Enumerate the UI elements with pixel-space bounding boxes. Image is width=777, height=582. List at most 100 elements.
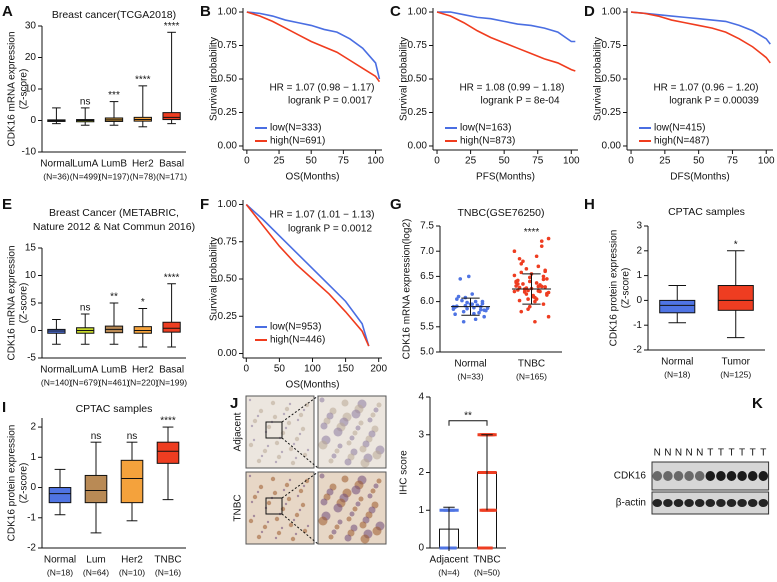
tissue-texture bbox=[262, 524, 268, 530]
blot-band bbox=[663, 499, 673, 507]
y-tick-label: 0.25 bbox=[218, 107, 238, 118]
significance: **** bbox=[164, 21, 180, 32]
tissue-texture bbox=[260, 454, 264, 458]
sample-size: (N=64) bbox=[83, 567, 109, 577]
tissue-texture bbox=[319, 397, 325, 403]
tissue-texture bbox=[250, 500, 254, 504]
legend-label: low(N=415) bbox=[654, 123, 705, 134]
legend-label: high(N=691) bbox=[270, 136, 325, 147]
survival-curve bbox=[437, 11, 576, 43]
data-point bbox=[466, 274, 471, 279]
legend-label: high(N=446) bbox=[270, 335, 325, 346]
tissue-texture bbox=[290, 536, 296, 542]
tissue-texture bbox=[256, 414, 260, 418]
significance: * bbox=[141, 297, 145, 308]
tissue-texture bbox=[376, 478, 382, 484]
data-point bbox=[482, 314, 486, 319]
data-point bbox=[521, 282, 525, 286]
x-tick-label: 50 bbox=[693, 156, 705, 167]
y-tick-label: 10 bbox=[25, 270, 37, 281]
data-point bbox=[533, 299, 537, 304]
x-tick-label: Basal bbox=[159, 159, 184, 170]
data-point bbox=[512, 273, 517, 278]
blot-band bbox=[737, 471, 747, 481]
survival-curve bbox=[436, 11, 576, 72]
blot-band bbox=[694, 471, 705, 481]
x-tick-label: LumB bbox=[101, 159, 127, 170]
tissue-texture bbox=[359, 521, 367, 529]
hazard-ratio: HR = 1.07 (1.01 − 1.13) bbox=[269, 210, 374, 221]
data-point bbox=[536, 284, 541, 289]
data-point bbox=[470, 292, 475, 296]
blot-band bbox=[716, 471, 726, 481]
data-point bbox=[453, 312, 457, 317]
logrank-p: logrank P = 0.0017 bbox=[288, 96, 372, 107]
y-tick-label: 1.00 bbox=[602, 7, 622, 18]
hazard-ratio: HR = 1.07 (0.98 − 1.17) bbox=[269, 83, 374, 94]
y-tick-label: 1.00 bbox=[408, 7, 428, 18]
blot-band bbox=[652, 471, 663, 481]
tissue-texture bbox=[262, 448, 268, 454]
tissue-texture bbox=[373, 483, 379, 489]
tissue-texture bbox=[370, 412, 376, 418]
tissue-texture bbox=[292, 442, 296, 446]
lane-label: T bbox=[728, 448, 734, 459]
x-tick-label: 50 bbox=[499, 156, 511, 167]
tissue-texture bbox=[351, 485, 361, 495]
y-axis-label: (Z-score) bbox=[19, 283, 30, 324]
x-tick-label: Lum bbox=[86, 555, 105, 566]
tissue-texture bbox=[334, 448, 340, 454]
panel-letter: D bbox=[584, 3, 595, 20]
y-tick-label: 1 bbox=[418, 505, 424, 516]
data-point bbox=[514, 284, 518, 288]
tissue-texture bbox=[280, 430, 286, 436]
data-point bbox=[527, 279, 532, 284]
x-tick-label: Her2 bbox=[132, 365, 154, 376]
x-axis-label: OS(Months) bbox=[286, 380, 340, 391]
significance: ns bbox=[91, 431, 102, 442]
tissue-texture bbox=[290, 460, 296, 466]
y-axis-label: CDK16 protein expression bbox=[609, 230, 620, 347]
y-tick-label: 7.5 bbox=[420, 221, 434, 232]
box bbox=[133, 326, 152, 334]
tissue-texture bbox=[294, 532, 298, 536]
lane-label: T bbox=[739, 448, 745, 459]
tissue-texture bbox=[252, 514, 256, 518]
panel-letter: A bbox=[2, 3, 13, 20]
data-point bbox=[539, 244, 544, 248]
y-tick-label: 0.00 bbox=[218, 348, 238, 359]
tissue-texture bbox=[358, 496, 364, 502]
x-tick-label: Normal bbox=[44, 555, 76, 566]
tissue-texture bbox=[248, 474, 252, 478]
y-tick-label: 6.5 bbox=[420, 271, 434, 282]
x-axis-label: DFS(Months) bbox=[670, 172, 729, 183]
chart-title: CPTAC samples bbox=[76, 403, 153, 415]
tissue-texture bbox=[304, 402, 310, 408]
blot-band bbox=[747, 471, 758, 481]
y-tick-label: 0.25 bbox=[602, 107, 622, 118]
y-tick-label: 0.25 bbox=[218, 311, 238, 322]
x-tick-label: Basal bbox=[159, 365, 184, 376]
y-axis-label: Survival probability bbox=[399, 37, 410, 121]
tissue-texture bbox=[298, 432, 302, 436]
tissue-texture bbox=[360, 458, 370, 468]
y-tick-label: 0.50 bbox=[408, 74, 428, 85]
y-tick-label: 5 bbox=[30, 298, 36, 309]
data-point bbox=[543, 285, 547, 289]
blot-band bbox=[705, 499, 716, 507]
chart-title: Breast Cancer (METABRIC, bbox=[49, 207, 179, 219]
lane-label: T bbox=[707, 448, 713, 459]
tissue-texture bbox=[320, 498, 328, 506]
box bbox=[156, 441, 180, 464]
y-tick-label: -10 bbox=[22, 147, 37, 158]
y-tick-label: 0.00 bbox=[602, 141, 622, 152]
tissue-texture bbox=[302, 484, 306, 488]
x-tick-label: Tumor bbox=[721, 357, 750, 368]
data-point bbox=[463, 295, 468, 300]
tissue-texture bbox=[296, 418, 300, 422]
data-point bbox=[541, 302, 546, 306]
sample-size: (N=125) bbox=[720, 369, 751, 379]
y-tick-label: -2 bbox=[27, 543, 36, 554]
sample-size: (N=199) bbox=[156, 377, 187, 387]
